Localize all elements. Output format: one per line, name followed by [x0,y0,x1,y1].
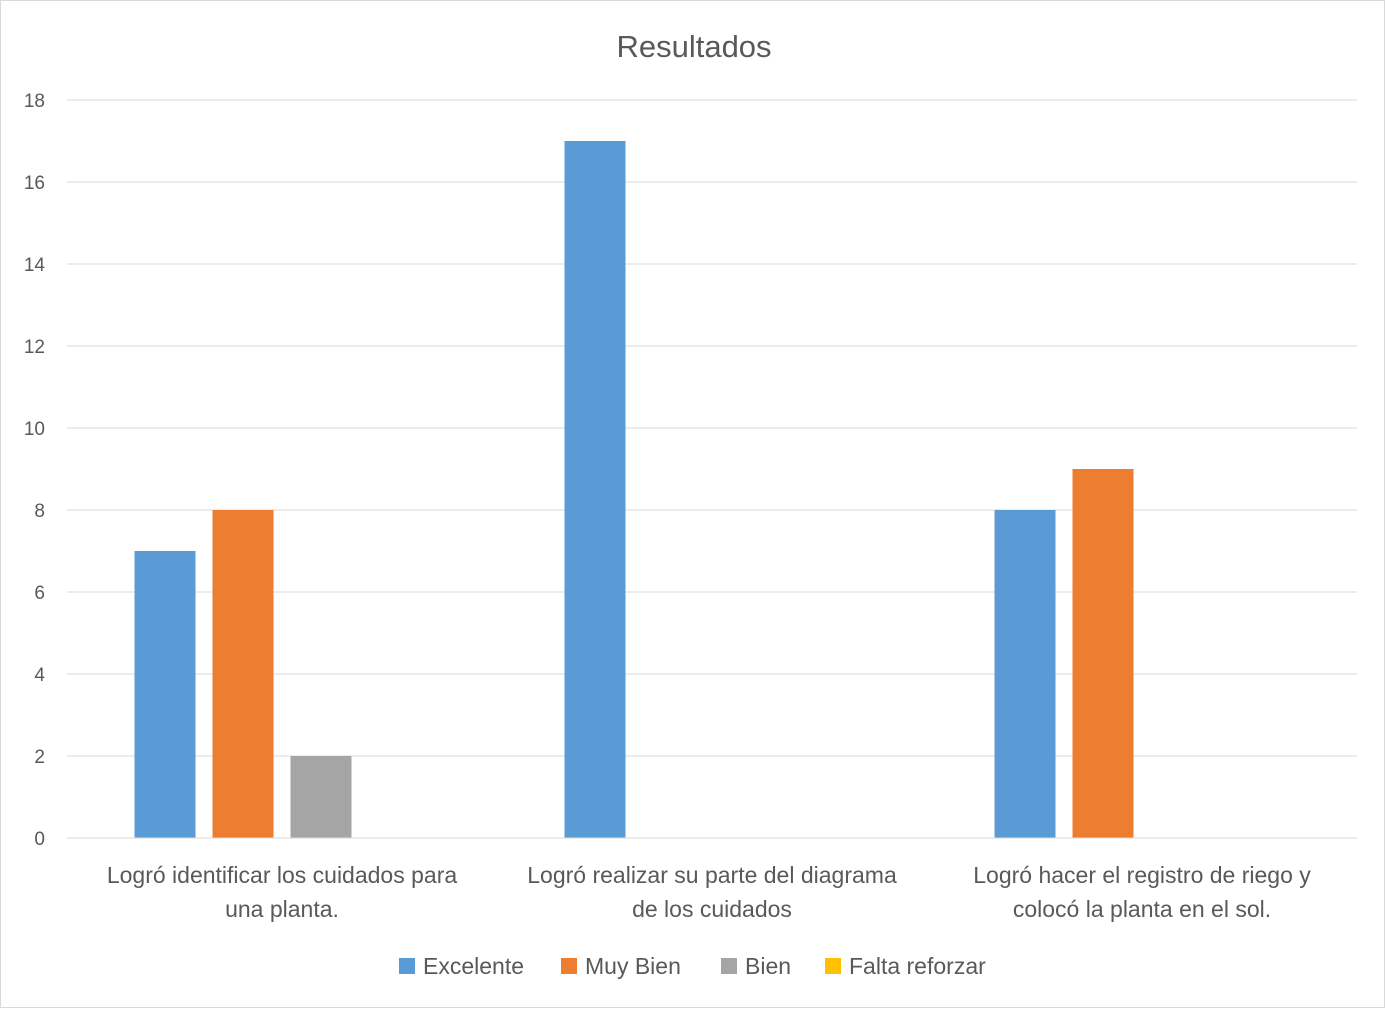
y-tick-label: 2 [34,747,45,768]
category-label: Logró realizar su parte del diagrama [527,862,897,888]
bars [134,141,1134,838]
bar-muy-bien [212,510,274,838]
chart-title: Resultados [616,29,771,64]
category-label: Logró identificar los cuidados para [107,862,458,888]
category-labels: Logró identificar los cuidados para una p… [107,862,1311,922]
legend-swatch [399,958,415,974]
legend: Excelente Muy Bien Bien Falta reforzar [399,953,986,979]
y-tick-label: 4 [34,665,45,686]
y-tick-label: 18 [24,91,45,112]
bar-excelente [134,551,196,838]
legend-swatch [825,958,841,974]
y-tick-label: 12 [24,337,45,358]
bar-muy-bien [1072,469,1134,838]
y-tick-label: 14 [24,255,46,276]
legend-label: Muy Bien [585,953,681,979]
bar-bien [290,756,352,838]
bar-excelente [994,510,1056,838]
legend-label: Falta reforzar [849,953,986,979]
y-tick-label: 8 [34,501,45,522]
legend-label: Excelente [423,953,524,979]
y-tick-label: 10 [24,419,45,440]
y-tick-label: 16 [24,173,45,194]
category-label: una planta. [225,896,339,922]
y-tick-label: 0 [34,829,45,850]
bar-excelente [564,141,626,838]
legend-label: Bien [745,953,791,979]
category-label: de los cuidados [632,896,792,922]
y-axis-ticks: 0 2 4 6 8 10 12 14 16 18 [24,91,46,850]
category-label: Logró hacer el registro de riego y [973,862,1311,888]
gridlines [67,99,1357,757]
legend-swatch [561,958,577,974]
y-tick-label: 6 [34,583,45,604]
legend-swatch [721,958,737,974]
category-label: colocó la planta en el sol. [1013,896,1271,922]
